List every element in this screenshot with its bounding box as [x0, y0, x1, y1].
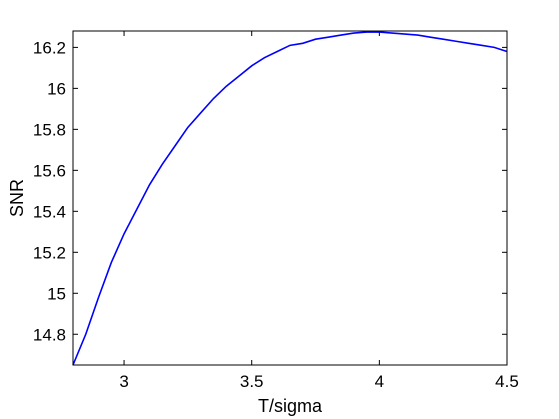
- x-tick-label: 4.5: [495, 372, 519, 391]
- x-axis-label: T/sigma: [258, 396, 323, 416]
- series-line: [72, 31, 508, 366]
- x-tick-label: 3: [119, 372, 128, 391]
- y-tick-label: 16.2: [33, 38, 66, 57]
- y-axis-label: SNR: [7, 179, 27, 217]
- y-tick-label: 15.8: [33, 120, 66, 139]
- y-tick-label: 15.4: [33, 202, 66, 221]
- tick-labels: 3 3.5 4 4.5 14.8 15 15.2 15.4 15.6 15.8 16 16.2: [33, 38, 519, 391]
- y-tick-label: 15: [47, 284, 66, 303]
- plot-area: [73, 31, 507, 365]
- y-tick-label: 15.6: [33, 161, 66, 180]
- y-tick-label: 15.2: [33, 243, 66, 262]
- x-tick-label: 3.5: [240, 372, 264, 391]
- plot-frame: [72, 30, 508, 366]
- y-tick-label: 16: [47, 79, 66, 98]
- x-tick-label: 4: [375, 372, 384, 391]
- y-tick-label: 14.8: [33, 325, 66, 344]
